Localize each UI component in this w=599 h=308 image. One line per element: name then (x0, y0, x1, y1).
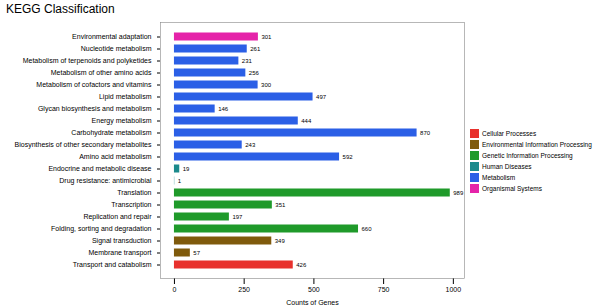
svg-text:989: 989 (453, 190, 464, 196)
svg-text:1: 1 (178, 178, 182, 184)
svg-text:300: 300 (261, 82, 272, 88)
svg-text:Metabolism of other amino acid: Metabolism of other amino acids (51, 69, 152, 76)
svg-text:497: 497 (316, 94, 327, 100)
svg-text:Transcription: Transcription (111, 201, 151, 209)
svg-text:Endocrine and metabolic diseas: Endocrine and metabolic disease (48, 165, 151, 172)
svg-text:Transport and catabolism: Transport and catabolism (73, 261, 152, 269)
svg-text:301: 301 (261, 34, 272, 40)
svg-text:Amino acid metabolism: Amino acid metabolism (79, 153, 152, 160)
svg-text:231: 231 (242, 58, 253, 64)
svg-text:Biosynthesis of other secondar: Biosynthesis of other secondary metaboli… (15, 141, 152, 149)
svg-text:Drug resistance: antimicrobial: Drug resistance: antimicrobial (59, 177, 152, 185)
svg-text:19: 19 (183, 166, 190, 172)
svg-text:500: 500 (308, 286, 320, 293)
svg-text:592: 592 (343, 154, 354, 160)
svg-text:256: 256 (249, 70, 260, 76)
svg-text:Counts of Genes: Counts of Genes (286, 299, 339, 306)
svg-text:57: 57 (193, 250, 200, 256)
svg-text:351: 351 (275, 202, 286, 208)
svg-text:146: 146 (218, 106, 229, 112)
svg-text:349: 349 (275, 238, 286, 244)
svg-text:Environmental adaptation: Environmental adaptation (72, 33, 151, 41)
svg-text:870: 870 (420, 130, 431, 136)
svg-text:261: 261 (250, 46, 261, 52)
svg-text:Translation: Translation (117, 189, 151, 196)
html-text:Organismal Systems: Organismal Systems (482, 185, 542, 192)
html-text:Genetic Information Processing: Genetic Information Processing (482, 152, 573, 159)
html-text:Metabolism: Metabolism (482, 174, 516, 181)
html-text:Human Diseases: Human Diseases (482, 163, 532, 170)
svg-text:Folding, sorting and degradati: Folding, sorting and degradation (51, 225, 152, 233)
html-text:Environmental Information Proc: Environmental Information Processing (482, 141, 592, 148)
svg-text:250: 250 (238, 286, 250, 293)
svg-text:Metabolism of terpenoids and p: Metabolism of terpenoids and polyketides (23, 57, 152, 65)
svg-text:Nucleotide metabolism: Nucleotide metabolism (81, 45, 152, 52)
svg-text:Glycan biosynthesis and metabo: Glycan biosynthesis and metabolism (38, 105, 152, 113)
svg-text:660: 660 (362, 226, 373, 232)
svg-text:1000: 1000 (446, 286, 462, 293)
svg-text:Signal transduction: Signal transduction (92, 237, 152, 245)
svg-text:0: 0 (172, 286, 176, 293)
html-text:Cellular Processes: Cellular Processes (482, 130, 537, 137)
svg-text:243: 243 (245, 142, 256, 148)
svg-text:Metabolism of cofactors and vi: Metabolism of cofactors and vitamins (36, 81, 152, 88)
svg-text:444: 444 (301, 118, 312, 124)
svg-text:426: 426 (296, 262, 307, 268)
svg-text:Energy metabolism: Energy metabolism (92, 117, 152, 125)
svg-text:Carbohydrate metabolism: Carbohydrate metabolism (71, 129, 151, 137)
svg-text:750: 750 (378, 286, 390, 293)
svg-text:Lipid metabolism: Lipid metabolism (99, 93, 152, 101)
html-text:KEGG Classification: KEGG Classification (6, 2, 115, 16)
svg-text:Replication and repair: Replication and repair (83, 213, 152, 221)
svg-text:197: 197 (232, 214, 243, 220)
svg-text:Membrane transport: Membrane transport (88, 249, 151, 257)
